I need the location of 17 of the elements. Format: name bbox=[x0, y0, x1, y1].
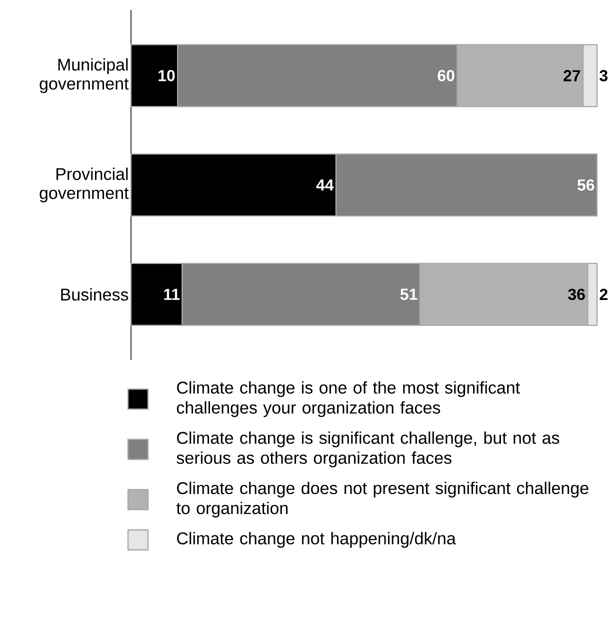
legend-label: Climate change is one of the most significant challenges your organization faces bbox=[176, 381, 520, 418]
legend-label: Climate change is significant challenge, but not as serious as others organization faces bbox=[176, 431, 560, 468]
data-label: 56 bbox=[577, 179, 594, 191]
data-label: 2 bbox=[600, 288, 608, 300]
data-label: 27 bbox=[564, 70, 580, 82]
legend-label: Climate change does not present significant challenge to organization bbox=[176, 482, 588, 518]
y-tick-label: Provincial government bbox=[40, 168, 129, 202]
data-label: 11 bbox=[164, 288, 180, 300]
data-label: 44 bbox=[316, 179, 334, 190]
y-tick-label: Municipal government bbox=[40, 58, 129, 94]
data-label: 60 bbox=[438, 70, 454, 82]
data-label: 10 bbox=[158, 70, 175, 82]
data-label: 51 bbox=[400, 288, 418, 300]
y-tick-label: Business bbox=[61, 288, 128, 301]
data-label: 3 bbox=[600, 70, 608, 82]
legend-label: Climate change not happening/dk/na bbox=[177, 532, 456, 548]
data-label: 36 bbox=[568, 288, 585, 300]
